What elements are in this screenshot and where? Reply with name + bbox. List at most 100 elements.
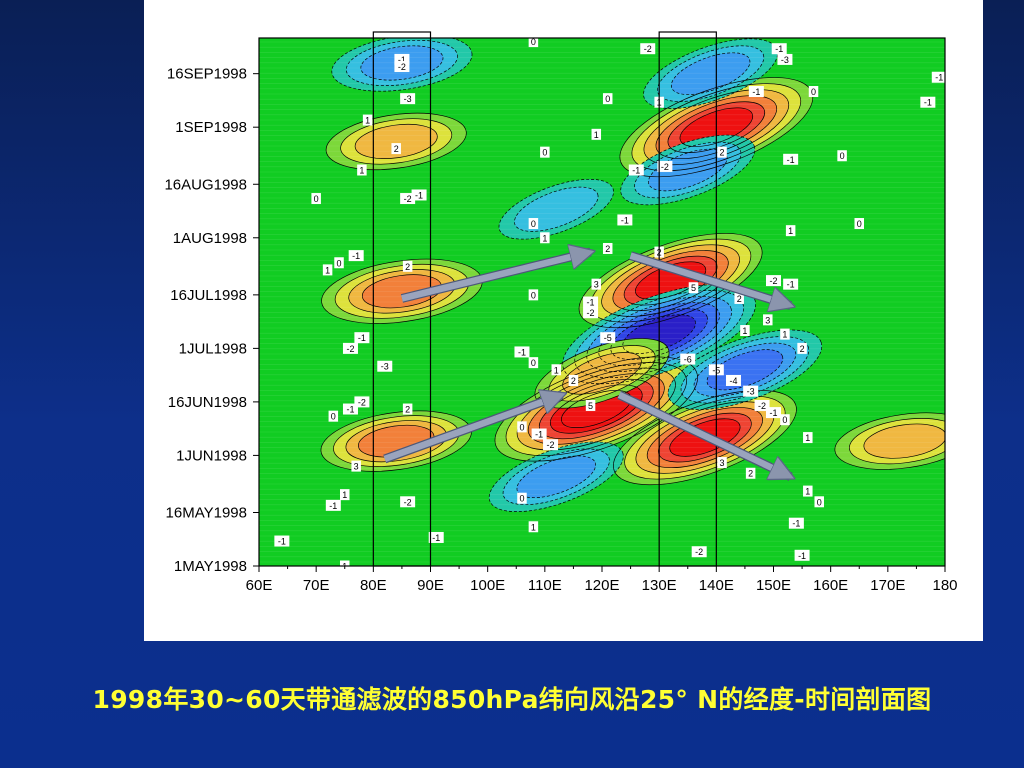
contour-line: [331, 38, 473, 92]
contour-label-box: [517, 421, 527, 433]
contour-label: -1: [769, 408, 777, 418]
contour-label: -4: [729, 376, 737, 386]
contour-label: -2: [404, 497, 412, 507]
contour-label-box: [743, 385, 759, 397]
contour-line: [669, 418, 741, 457]
contour-label-box: [568, 374, 579, 386]
contour-line: [706, 349, 784, 391]
contour-label-box: [394, 53, 410, 65]
contour-label-box: [740, 325, 750, 337]
contour-label-box: [600, 332, 616, 344]
slide-caption: 1998年30~60天带通滤波的850hPa纬向风沿25° N的经度-时间剖面图: [92, 685, 932, 714]
contour-label: -1: [432, 533, 440, 543]
contour-label: -1: [352, 251, 360, 261]
contour-label: -1: [415, 190, 423, 200]
contour-label-box: [734, 292, 744, 304]
contour-label: 1: [542, 233, 547, 243]
contour-label: 2: [605, 244, 610, 254]
contour-line: [345, 39, 458, 87]
contour-label: 0: [519, 494, 524, 504]
contour-line: [534, 338, 670, 409]
contour-label-box: [342, 403, 358, 415]
contour-label: -2: [547, 440, 555, 450]
contour-label: -2: [661, 162, 669, 172]
contour-label-box: [602, 242, 613, 254]
contour-label: -1: [924, 98, 932, 108]
anomaly-level-7: [561, 390, 632, 428]
y-tick-label: 1MAY1998: [174, 558, 247, 575]
contour-label: -2: [346, 344, 354, 354]
contour-label: 0: [531, 358, 536, 368]
contour-label: 1: [782, 330, 787, 340]
contour-label-box: [783, 278, 799, 290]
contour-label: 0: [331, 412, 336, 422]
contour-label-box: [348, 250, 364, 262]
contour-label-box: [748, 86, 764, 98]
contour-label: 0: [542, 148, 547, 158]
contour-label: 2: [720, 148, 725, 158]
contour-label: -2: [695, 547, 703, 557]
contour-label: -5: [604, 333, 612, 343]
contour-label-box: [394, 61, 410, 73]
contour-label: 2: [405, 262, 410, 272]
x-tick-label: 150E: [756, 577, 791, 594]
contour-label-box: [591, 128, 602, 140]
contour-label: -1: [621, 215, 629, 225]
contour-label: -1: [278, 537, 286, 547]
contour-line: [505, 362, 687, 456]
contour-label: 0: [337, 258, 342, 268]
contour-label: 2: [748, 469, 753, 479]
contour-line: [354, 123, 438, 159]
contour-label: 1: [554, 365, 559, 375]
contour-line: [634, 141, 742, 199]
contour-label-box: [854, 218, 864, 230]
contour-label-box: [680, 353, 696, 365]
x-tick-label: 180: [932, 577, 957, 594]
contour-label-box: [797, 342, 807, 354]
anomaly-level--3: [516, 455, 596, 498]
contour-label: 1: [325, 265, 330, 275]
contour-label-box: [808, 86, 819, 98]
contour-line: [494, 356, 698, 462]
contour-label: -2: [587, 308, 595, 318]
contour-label-box: [585, 399, 596, 411]
contour-label-box: [528, 289, 539, 301]
contour-label-box: [785, 225, 796, 237]
contour-label-box: [400, 496, 416, 508]
contour-label-box: [377, 360, 393, 372]
contour-label: 1: [742, 326, 747, 336]
contour-label: 3: [765, 315, 770, 325]
contour-label: -1: [587, 298, 595, 308]
contour-label-box: [328, 410, 339, 422]
contour-line: [612, 250, 729, 312]
contour-label: -1: [787, 280, 795, 290]
contour-label: -3: [381, 362, 389, 372]
contour-line: [622, 314, 696, 354]
contour-line: [834, 412, 945, 470]
contour-label-box: [342, 342, 358, 354]
contour-line: [613, 390, 797, 486]
contour-label: -1: [329, 501, 337, 511]
contour-line: [863, 423, 945, 459]
contour-label-box: [528, 218, 539, 230]
propagation-arrow-2: [617, 391, 791, 477]
contour-label: 5: [588, 401, 593, 411]
contour-label: 0: [811, 87, 816, 97]
contour-label: 0: [817, 497, 822, 507]
contour-label-box: [628, 164, 644, 176]
hovmoller-chart: -1-2-31210-2-1-1012-1-2-3-2-10231-1-2-11…: [164, 31, 958, 594]
contour-label-box: [551, 364, 562, 376]
contour-label: -1: [518, 347, 526, 357]
x-tick-label: 110E: [528, 577, 562, 594]
contour-label: -1: [632, 166, 640, 176]
contour-label-box: [540, 146, 550, 158]
contour-label-box: [754, 399, 770, 411]
contour-label: 0: [857, 219, 862, 229]
contour-label: 1: [342, 562, 347, 572]
y-tick-label: 1JUL1998: [179, 340, 247, 357]
anomaly-level--3: [671, 52, 750, 95]
contour-label-box: [531, 428, 547, 440]
contour-label: -1: [752, 87, 760, 97]
contour-label: -1: [798, 551, 806, 561]
contour-line: [325, 112, 467, 171]
